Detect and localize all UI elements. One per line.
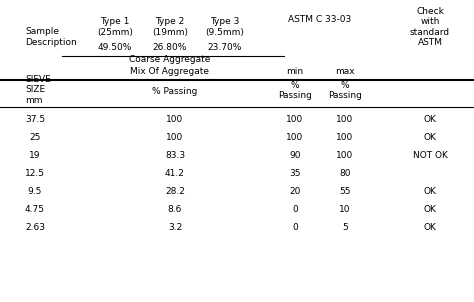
Text: 100: 100 xyxy=(286,133,304,142)
Text: 100: 100 xyxy=(337,133,354,142)
Text: SIEVE
SIZE
mm: SIEVE SIZE mm xyxy=(25,75,51,105)
Text: 37.5: 37.5 xyxy=(25,114,45,124)
Text: OK: OK xyxy=(424,187,437,195)
Text: 8.6: 8.6 xyxy=(168,204,182,214)
Text: 19: 19 xyxy=(29,150,41,159)
Text: 5: 5 xyxy=(342,223,348,232)
Text: 28.2: 28.2 xyxy=(165,187,185,195)
Text: ASTM C 33-03: ASTM C 33-03 xyxy=(288,14,352,24)
Text: 55: 55 xyxy=(339,187,351,195)
Text: OK: OK xyxy=(424,204,437,214)
Text: 20: 20 xyxy=(289,187,301,195)
Text: 90: 90 xyxy=(289,150,301,159)
Text: 35: 35 xyxy=(289,169,301,178)
Text: Mix Of Aggregate: Mix Of Aggregate xyxy=(130,66,210,76)
Text: 80: 80 xyxy=(339,169,351,178)
Text: 25: 25 xyxy=(29,133,41,142)
Text: 100: 100 xyxy=(166,133,183,142)
Text: % Passing: % Passing xyxy=(152,88,198,97)
Text: Type 3
(9.5mm): Type 3 (9.5mm) xyxy=(206,17,245,37)
Text: 0: 0 xyxy=(292,204,298,214)
Text: Type 2
(19mm): Type 2 (19mm) xyxy=(152,17,188,37)
Text: 100: 100 xyxy=(286,114,304,124)
Text: 23.70%: 23.70% xyxy=(208,43,242,52)
Text: %: % xyxy=(341,82,349,91)
Text: OK: OK xyxy=(424,223,437,232)
Text: 4.75: 4.75 xyxy=(25,204,45,214)
Text: Sample
Description: Sample Description xyxy=(25,27,77,47)
Text: Passing: Passing xyxy=(328,92,362,101)
Text: 100: 100 xyxy=(337,150,354,159)
Text: min: min xyxy=(286,66,303,76)
Text: 2.63: 2.63 xyxy=(25,223,45,232)
Text: 10: 10 xyxy=(339,204,351,214)
Text: 12.5: 12.5 xyxy=(25,169,45,178)
Text: OK: OK xyxy=(424,133,437,142)
Text: Type 1
(25mm): Type 1 (25mm) xyxy=(97,17,133,37)
Text: Coarse Aggregate: Coarse Aggregate xyxy=(129,56,210,65)
Text: 9.5: 9.5 xyxy=(28,187,42,195)
Text: 100: 100 xyxy=(337,114,354,124)
Text: Passing: Passing xyxy=(278,92,312,101)
Text: 49.50%: 49.50% xyxy=(98,43,132,52)
Text: 83.3: 83.3 xyxy=(165,150,185,159)
Text: 100: 100 xyxy=(166,114,183,124)
Text: 26.80%: 26.80% xyxy=(153,43,187,52)
Text: 41.2: 41.2 xyxy=(165,169,185,178)
Text: 0: 0 xyxy=(292,223,298,232)
Text: max: max xyxy=(335,66,355,76)
Text: NOT OK: NOT OK xyxy=(412,150,447,159)
Text: %: % xyxy=(291,82,299,91)
Text: Check
with
standard
ASTM: Check with standard ASTM xyxy=(410,7,450,47)
Text: 3.2: 3.2 xyxy=(168,223,182,232)
Text: OK: OK xyxy=(424,114,437,124)
